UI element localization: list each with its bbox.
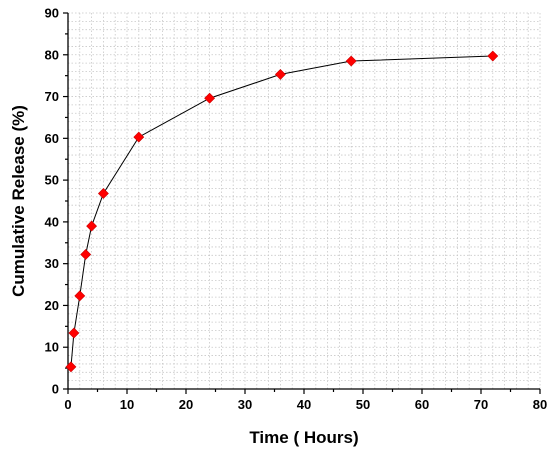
x-tick-label: 40	[297, 397, 311, 412]
y-tick-label: 50	[45, 173, 59, 188]
x-tick-label: 30	[238, 397, 252, 412]
x-tick-label: 10	[120, 397, 134, 412]
x-axis-title: Time ( Hours)	[249, 428, 358, 447]
series-line	[70, 55, 493, 367]
y-tick-label: 10	[45, 340, 59, 355]
y-tick-label: 0	[52, 382, 59, 397]
series	[65, 50, 499, 373]
data-point	[97, 188, 109, 199]
x-tick-label: 60	[415, 397, 429, 412]
y-tick-label: 60	[45, 131, 59, 146]
data-point	[86, 220, 98, 232]
data-point	[345, 55, 357, 67]
y-axis-title: Cumulative Release (%)	[9, 105, 28, 297]
y-tick-label: 70	[45, 89, 59, 104]
data-point	[204, 92, 216, 104]
x-tick-label: 20	[179, 397, 193, 412]
y-tick-label: 90	[45, 6, 59, 21]
y-tick-label: 40	[45, 214, 59, 229]
y-tick-label: 20	[45, 298, 59, 313]
grid	[67, 12, 541, 390]
ticks: 0 10 20 30 40 50 60 70 80 0 10 20 30 40 50 60 70 80 90	[45, 6, 548, 413]
x-tick-label: 50	[356, 397, 370, 412]
data-point	[487, 50, 499, 62]
data-point	[80, 249, 92, 260]
x-tick-label: 80	[533, 397, 547, 412]
data-point	[133, 131, 145, 143]
data-point	[68, 327, 80, 339]
y-tick-label: 80	[45, 47, 59, 62]
data-point	[65, 361, 77, 373]
data-point	[74, 290, 86, 302]
x-tick-label: 0	[64, 397, 71, 412]
y-tick-label: 30	[45, 256, 59, 271]
data-point	[274, 68, 286, 80]
x-tick-label: 70	[474, 397, 488, 412]
